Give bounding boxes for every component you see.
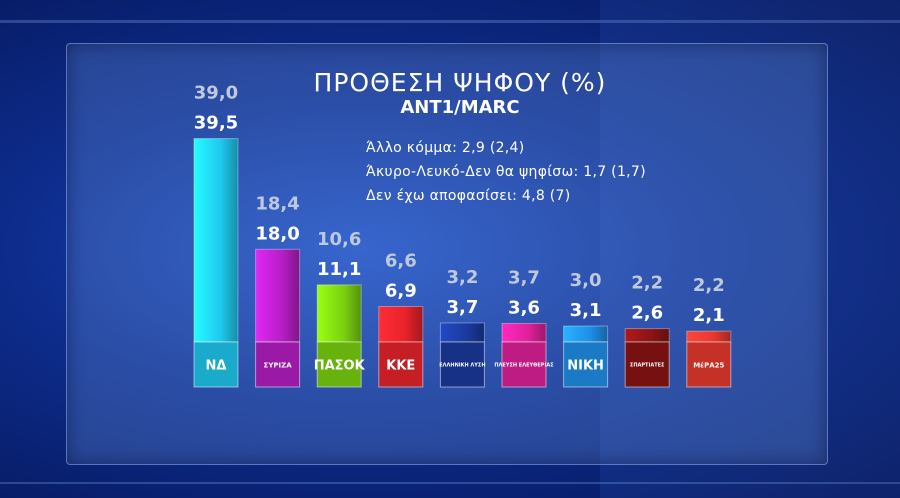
note-invalid-blank: Άκυρο-Λευκό-Δεν θα ψηφίσω: 1,7 (1,7) — [366, 164, 646, 180]
party-logo-7: ΣΠΑΡΤΙΑΤΕΣ — [624, 341, 670, 388]
party-logo-6: ΝΙΚΗ — [563, 341, 609, 388]
svg-text:ΝΔ: ΝΔ — [206, 359, 227, 374]
previous-value-label: 2,2 — [631, 273, 663, 294]
bar-1 — [255, 248, 301, 343]
bar-5 — [501, 322, 547, 343]
bar-3 — [378, 305, 424, 343]
previous-value-label: 3,0 — [570, 270, 602, 291]
svg-text:ΠΛΕΥΣΗ ΕΛΕΥΘΕΡΙΑΣ: ΠΛΕΥΣΗ ΕΛΕΥΘΕΡΙΑΣ — [494, 363, 554, 369]
svg-text:ΕΛΛΗΝΙΚΗ ΛΥΣΗ: ΕΛΛΗΝΙΚΗ ΛΥΣΗ — [439, 363, 485, 369]
current-value-label: 3,7 — [446, 297, 478, 318]
chart-subtitle: ANT1/MARC — [400, 97, 520, 118]
chart-panel — [66, 43, 828, 465]
party-logo-4: ΕΛΛΗΝΙΚΗ ΛΥΣΗ — [439, 341, 486, 388]
bar-2 — [316, 284, 362, 343]
current-value-label: 39,5 — [194, 113, 238, 134]
party-logo-8: ΜέΡΑ25 — [686, 341, 732, 388]
previous-value-label: 18,4 — [255, 193, 299, 214]
current-value-label: 2,6 — [631, 303, 663, 324]
current-value-label: 6,9 — [385, 280, 417, 301]
previous-value-label: 10,6 — [317, 229, 361, 250]
previous-value-label: 6,6 — [385, 250, 417, 271]
svg-text:ΣΥΡΙΖΑ: ΣΥΡΙΖΑ — [264, 361, 293, 369]
party-logo-3: ΚΚΕ — [378, 341, 424, 388]
svg-text:ΝΙΚΗ: ΝΙΚΗ — [567, 359, 604, 374]
party-logo-0: ΝΔ — [193, 341, 239, 388]
note-other-party: Άλλο κόμμα: 2,9 (2,4) — [366, 140, 525, 156]
current-value-label: 11,1 — [317, 259, 361, 280]
current-value-label: 2,1 — [693, 305, 725, 326]
bar-4 — [439, 322, 485, 343]
previous-value-label: 3,7 — [508, 267, 540, 288]
current-value-label: 3,6 — [508, 297, 540, 318]
bar-7 — [624, 328, 670, 343]
party-logo-5: ΠΛΕΥΣΗ ΕΛΕΥΘΕΡΙΑΣ — [494, 341, 554, 388]
previous-value-label: 2,2 — [693, 275, 725, 296]
bar-6 — [563, 325, 609, 343]
svg-text:ΠΑΣΟΚ: ΠΑΣΟΚ — [314, 359, 366, 374]
svg-text:ΚΚΕ: ΚΚΕ — [386, 359, 415, 374]
current-value-label: 18,0 — [255, 223, 299, 244]
party-logo-2: ΠΑΣΟΚ — [314, 341, 366, 388]
svg-text:ΣΠΑΡΤΙΑΤΕΣ: ΣΠΑΡΤΙΑΤΕΣ — [630, 363, 665, 369]
previous-value-label: 39,0 — [194, 83, 238, 104]
bar-8 — [686, 330, 732, 343]
bar-0 — [193, 138, 239, 343]
current-value-label: 3,1 — [570, 300, 602, 321]
previous-value-label: 3,2 — [446, 267, 478, 288]
chart-title: ΠΡΟΘΕΣΗ ΨΗΦΟΥ (%) — [313, 68, 607, 97]
note-undecided: Δεν έχω αποφασίσει: 4,8 (7) — [366, 188, 571, 204]
party-logo-1: ΣΥΡΙΖΑ — [255, 341, 301, 388]
svg-text:ΜέΡΑ25: ΜέΡΑ25 — [693, 361, 724, 369]
